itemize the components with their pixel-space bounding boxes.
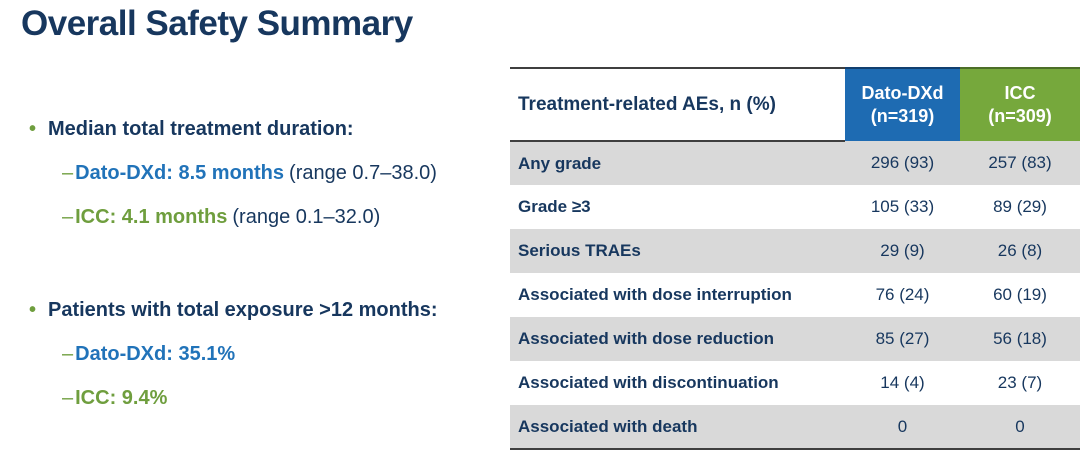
dash-icon: –	[62, 343, 74, 365]
cell-dato-dxd: 85 (27)	[875, 329, 930, 348]
bullet-group-exposure: • Patients with total exposure >12 month…	[29, 297, 507, 412]
cell-icc: 89 (29)	[993, 197, 1047, 216]
table-row: Associated with dose reduction 85 (27) 5…	[510, 317, 1080, 361]
dash-icon: –	[62, 206, 74, 228]
bullet-label: Patients with total exposure >12 months:	[48, 299, 438, 321]
column-header-dato-dxd: Dato-DXd (n=319)	[845, 67, 960, 141]
cell-icc: 23 (7)	[997, 373, 1043, 392]
row-label: Associated with death	[518, 416, 698, 436]
cell-icc: 26 (8)	[997, 241, 1043, 260]
cell-icc: 0	[1015, 416, 1025, 436]
bullet-item: • Patients with total exposure >12 month…	[29, 297, 507, 324]
cell-dato-dxd: 29 (9)	[880, 241, 925, 260]
cell-icc: 60 (19)	[993, 285, 1047, 304]
row-label: Associated with dose reduction	[518, 329, 774, 348]
sub-bullet-value: Dato-DXd: 35.1%	[75, 343, 236, 365]
cell-dato-dxd: 296 (93)	[870, 153, 935, 172]
table-header-row: Treatment-related AEs, n (%) Dato-DXd (n…	[510, 67, 1080, 142]
table-row: Associated with discontinuation 14 (4) 2…	[510, 361, 1080, 405]
treatment-related-aes-table: Treatment-related AEs, n (%) Dato-DXd (n…	[510, 67, 1080, 450]
row-label: Serious TRAEs	[518, 241, 641, 260]
sub-bullet-value: Dato-DXd: 8.5 months	[75, 162, 285, 184]
cell-icc: 56 (18)	[993, 329, 1047, 348]
sub-bullet-value: ICC: 4.1 months	[75, 206, 228, 228]
sub-bullet-dato-dxd-duration: – Dato-DXd: 8.5 months (range 0.7–38.0)	[62, 160, 507, 187]
cell-dato-dxd: 0	[897, 416, 908, 436]
cell-icc: 257 (83)	[988, 153, 1052, 172]
summary-panel: • Median total treatment duration: – Dato…	[29, 116, 507, 412]
bullet-label: Median total treatment duration:	[48, 118, 354, 140]
table-row: Serious TRAEs 29 (9) 26 (8)	[510, 229, 1080, 273]
page-title: Overall Safety Summary	[21, 4, 413, 43]
bullet-item: • Median total treatment duration:	[29, 116, 507, 143]
sub-bullet-range: (range 0.1–32.0)	[232, 206, 381, 228]
sub-bullet-icc-duration: – ICC: 4.1 months (range 0.1–32.0)	[62, 204, 507, 231]
bullet-group-treatment-duration: • Median total treatment duration: – Dato…	[29, 116, 507, 231]
sub-bullet-value: ICC: 9.4%	[75, 387, 168, 409]
bullet-icon: •	[29, 118, 37, 140]
table-row: Grade ≥3 105 (33) 89 (29)	[510, 185, 1080, 229]
sub-bullet-dato-dxd-exposure: – Dato-DXd: 35.1%	[62, 341, 507, 368]
row-label: Associated with dose interruption	[518, 285, 792, 304]
bullet-icon: •	[29, 299, 37, 321]
table-row: Any grade 296 (93) 257 (83)	[510, 141, 1080, 185]
table-row: Associated with dose interruption 76 (24…	[510, 273, 1080, 317]
dash-icon: –	[62, 162, 74, 184]
cell-dato-dxd: 105 (33)	[870, 197, 935, 216]
sub-bullet-icc-exposure: – ICC: 9.4%	[62, 385, 507, 412]
column-header-icc: ICC (n=309)	[960, 67, 1080, 141]
dash-icon: –	[62, 387, 74, 409]
row-label: Any grade	[518, 153, 602, 173]
cell-dato-dxd: 14 (4)	[880, 373, 925, 392]
cell-dato-dxd: 76 (24)	[875, 285, 930, 304]
sub-bullet-range: (range 0.7–38.0)	[289, 162, 437, 184]
row-label: Associated with discontinuation	[518, 373, 779, 392]
row-label: Grade ≥3	[518, 197, 591, 216]
table-row: Associated with death 0 0	[510, 405, 1080, 449]
table-title-cell: Treatment-related AEs, n (%)	[510, 67, 845, 142]
